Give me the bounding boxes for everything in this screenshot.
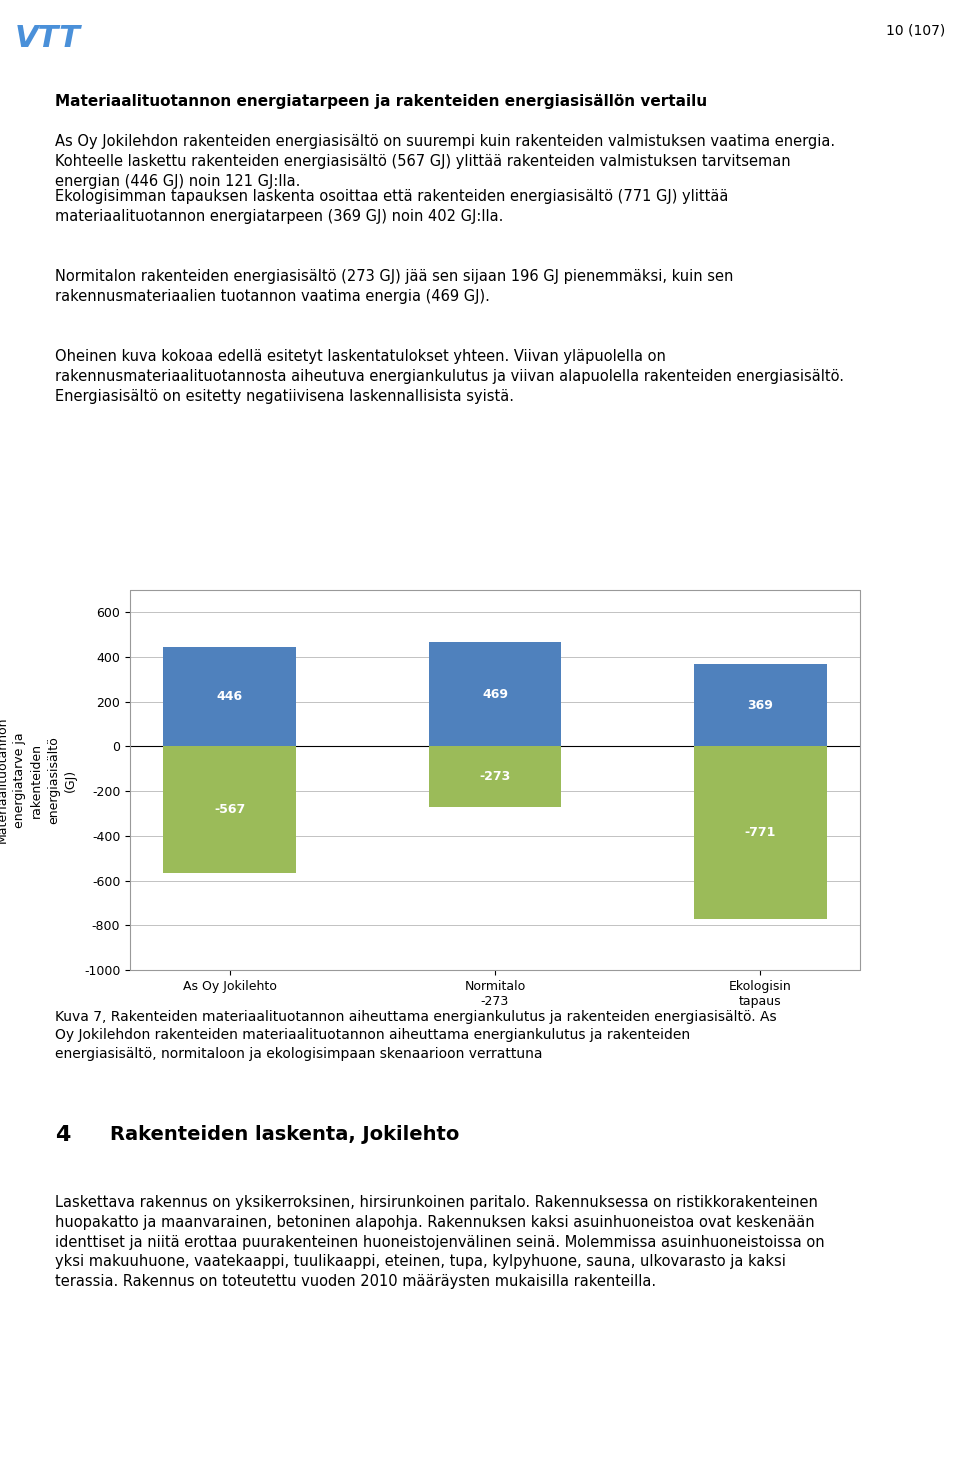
- Bar: [428, 641, 562, 746]
- Text: VTT: VTT: [15, 24, 81, 53]
- Y-axis label: Materiaalituotannon
energiatarve ja
rakenteiden
energiasisältö
(GJ): Materiaalituotannon energiatarve ja rake…: [0, 717, 77, 843]
- Bar: [694, 663, 827, 746]
- Text: Kuva 7, Rakenteiden materiaalituotannon aiheuttama energiankulutus ja rakenteide: Kuva 7, Rakenteiden materiaalituotannon …: [55, 1011, 777, 1061]
- Text: Laskettava rakennus on yksikerroksinen, hirsirunkoinen paritalo. Rakennuksessa o: Laskettava rakennus on yksikerroksinen, …: [55, 1195, 825, 1290]
- Text: Materiaalituotannon energiatarpeen ja rakenteiden energiasisällön vertailu: Materiaalituotannon energiatarpeen ja ra…: [55, 93, 708, 108]
- Bar: [163, 647, 296, 746]
- Text: As Oy Jokilehdon rakenteiden energiasisältö on suurempi kuin rakenteiden valmist: As Oy Jokilehdon rakenteiden energiasisä…: [55, 134, 835, 188]
- Bar: [163, 746, 296, 873]
- Text: Oheinen kuva kokoaa edellä esitetyt laskentatulokset yhteen. Viivan yläpuolella : Oheinen kuva kokoaa edellä esitetyt lask…: [55, 349, 844, 404]
- Text: 446: 446: [217, 690, 243, 703]
- Text: 469: 469: [482, 687, 508, 700]
- Text: Normitalon rakenteiden energiasisältö (273 GJ) jää sen sijaan 196 GJ pienemmäksi: Normitalon rakenteiden energiasisältö (2…: [55, 269, 733, 304]
- Text: -273: -273: [479, 770, 511, 784]
- Text: 4: 4: [55, 1125, 70, 1146]
- Text: 369: 369: [748, 699, 774, 712]
- Text: Rakenteiden laskenta, Jokilehto: Rakenteiden laskenta, Jokilehto: [110, 1125, 460, 1144]
- Bar: [694, 746, 827, 919]
- Text: 10 (107): 10 (107): [886, 24, 945, 39]
- Bar: [428, 746, 562, 807]
- Text: -567: -567: [214, 803, 245, 816]
- Text: -771: -771: [745, 827, 776, 838]
- Text: Ekologisimman tapauksen laskenta osoittaa että rakenteiden energiasisältö (771 G: Ekologisimman tapauksen laskenta osoitta…: [55, 188, 729, 224]
